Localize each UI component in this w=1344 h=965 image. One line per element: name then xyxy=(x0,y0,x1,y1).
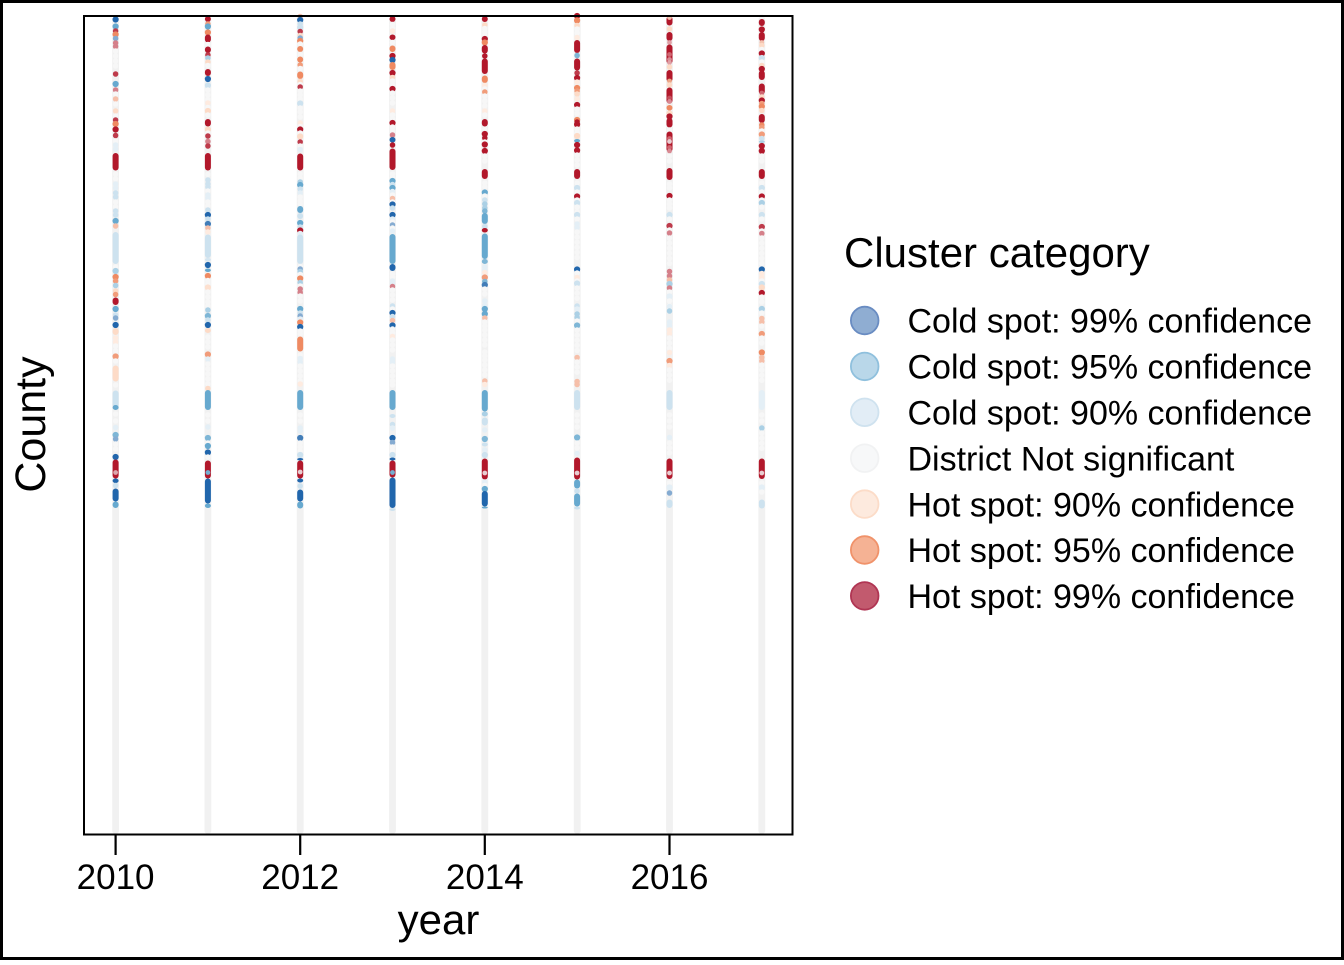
svg-text:Cold spot: 99% confidence: Cold spot: 99% confidence xyxy=(908,303,1312,341)
svg-text:2014: 2014 xyxy=(446,858,524,897)
svg-text:Cold spot: 95% confidence: Cold spot: 95% confidence xyxy=(908,349,1312,387)
svg-text:year: year xyxy=(398,896,480,943)
svg-text:Cluster category: Cluster category xyxy=(844,229,1150,276)
svg-text:Hot spot: 99% confidence: Hot spot: 99% confidence xyxy=(908,578,1295,616)
svg-text:2012: 2012 xyxy=(261,858,339,897)
svg-text:2016: 2016 xyxy=(631,858,709,897)
svg-text:County: County xyxy=(7,356,55,493)
svg-text:2010: 2010 xyxy=(77,858,155,897)
svg-text:Hot spot: 90% confidence: Hot spot: 90% confidence xyxy=(908,486,1295,524)
svg-text:Cold spot: 90% confidence: Cold spot: 90% confidence xyxy=(908,395,1312,433)
svg-text:District Not significant: District Not significant xyxy=(908,440,1235,478)
svg-text:Hot spot: 95% confidence: Hot spot: 95% confidence xyxy=(908,532,1295,570)
